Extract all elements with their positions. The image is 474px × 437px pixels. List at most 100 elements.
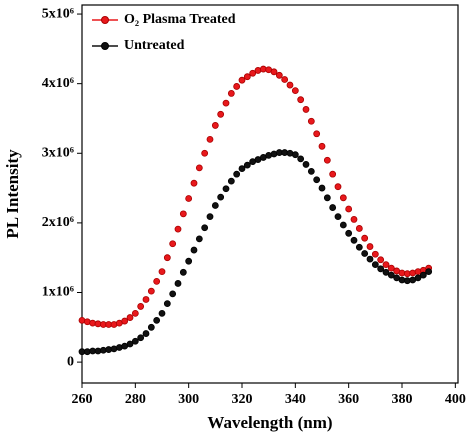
legend-marker xyxy=(101,42,109,50)
data-point xyxy=(419,271,427,279)
data-point xyxy=(334,213,342,221)
data-point xyxy=(297,96,305,104)
data-point xyxy=(238,76,246,84)
data-point xyxy=(350,236,358,244)
data-point xyxy=(361,250,369,257)
data-point xyxy=(211,202,219,209)
data-point xyxy=(222,99,230,107)
x-tick-label: 360 xyxy=(338,392,359,407)
data-point xyxy=(345,205,353,213)
data-point xyxy=(142,296,150,303)
data-point xyxy=(243,161,251,169)
data-point xyxy=(147,287,155,295)
legend-label: O₂ Plasma Treated xyxy=(124,12,236,27)
data-point xyxy=(147,323,155,331)
x-tick-label: 300 xyxy=(178,392,199,407)
data-point xyxy=(387,271,395,279)
data-point xyxy=(414,274,422,282)
data-point xyxy=(131,337,139,345)
data-point xyxy=(371,261,379,269)
data-point xyxy=(137,334,145,342)
data-point xyxy=(174,280,182,287)
data-point xyxy=(206,135,214,143)
data-point xyxy=(350,216,358,223)
data-point xyxy=(227,90,235,97)
data-point xyxy=(371,250,379,258)
data-point xyxy=(179,268,187,276)
x-tick-label: 320 xyxy=(232,392,253,407)
data-point xyxy=(329,204,337,211)
data-point xyxy=(425,268,433,276)
data-point xyxy=(291,87,299,95)
plot-frame xyxy=(81,4,459,384)
data-point xyxy=(345,229,353,237)
data-point xyxy=(302,106,310,113)
data-point xyxy=(297,155,305,163)
data-point xyxy=(323,194,331,202)
data-point xyxy=(131,309,139,317)
data-point xyxy=(291,151,299,159)
data-point xyxy=(201,149,209,157)
data-point xyxy=(158,268,166,276)
data-point xyxy=(185,195,193,202)
data-point xyxy=(366,243,374,250)
data-point xyxy=(243,73,251,81)
x-tick-label: 340 xyxy=(285,392,306,407)
data-point xyxy=(286,81,294,89)
data-point xyxy=(361,234,369,242)
data-point xyxy=(217,110,225,118)
data-point xyxy=(126,314,134,321)
data-point xyxy=(366,255,374,263)
data-point xyxy=(355,243,363,251)
data-point xyxy=(137,303,145,310)
data-point xyxy=(153,277,161,285)
data-point xyxy=(201,224,209,232)
data-point xyxy=(339,194,347,202)
data-point xyxy=(387,264,395,272)
legend-marker xyxy=(101,16,109,24)
data-point xyxy=(318,142,326,150)
data-point xyxy=(329,170,337,178)
x-tick-label: 280 xyxy=(125,392,146,407)
data-point xyxy=(169,290,177,298)
y-tick-label: 3x10⁶ xyxy=(42,145,74,160)
data-point xyxy=(318,184,326,192)
data-point xyxy=(307,117,315,125)
y-tick-label: 5x10⁶ xyxy=(42,6,74,21)
y-tick-label: 0 xyxy=(67,354,74,369)
data-point xyxy=(227,177,235,185)
x-tick-label: 260 xyxy=(72,392,93,407)
data-point xyxy=(377,265,385,273)
data-point xyxy=(126,340,134,348)
data-point xyxy=(174,225,182,233)
data-point xyxy=(355,225,363,232)
data-point xyxy=(211,122,219,129)
data-point xyxy=(238,165,246,172)
data-point xyxy=(275,71,283,79)
data-point xyxy=(163,300,171,308)
data-point xyxy=(190,179,198,187)
data-point xyxy=(169,240,177,248)
data-point xyxy=(158,309,166,317)
data-point xyxy=(233,170,241,178)
data-point xyxy=(302,161,310,168)
data-point xyxy=(382,268,390,276)
data-point xyxy=(185,257,193,265)
y-tick-label: 1x10⁶ xyxy=(42,285,74,300)
data-point xyxy=(195,164,203,172)
y-axis-title: PL Intensity xyxy=(3,149,22,239)
data-point xyxy=(217,193,225,201)
data-point xyxy=(195,235,203,243)
data-point xyxy=(270,68,278,76)
x-tick-label: 380 xyxy=(392,392,413,407)
data-point xyxy=(163,254,171,262)
data-point xyxy=(323,156,331,164)
data-point xyxy=(377,256,385,264)
data-point xyxy=(313,176,321,184)
data-point xyxy=(233,83,241,90)
data-point xyxy=(222,185,230,193)
data-point xyxy=(190,246,198,254)
data-point xyxy=(307,167,315,175)
data-point xyxy=(313,130,321,138)
